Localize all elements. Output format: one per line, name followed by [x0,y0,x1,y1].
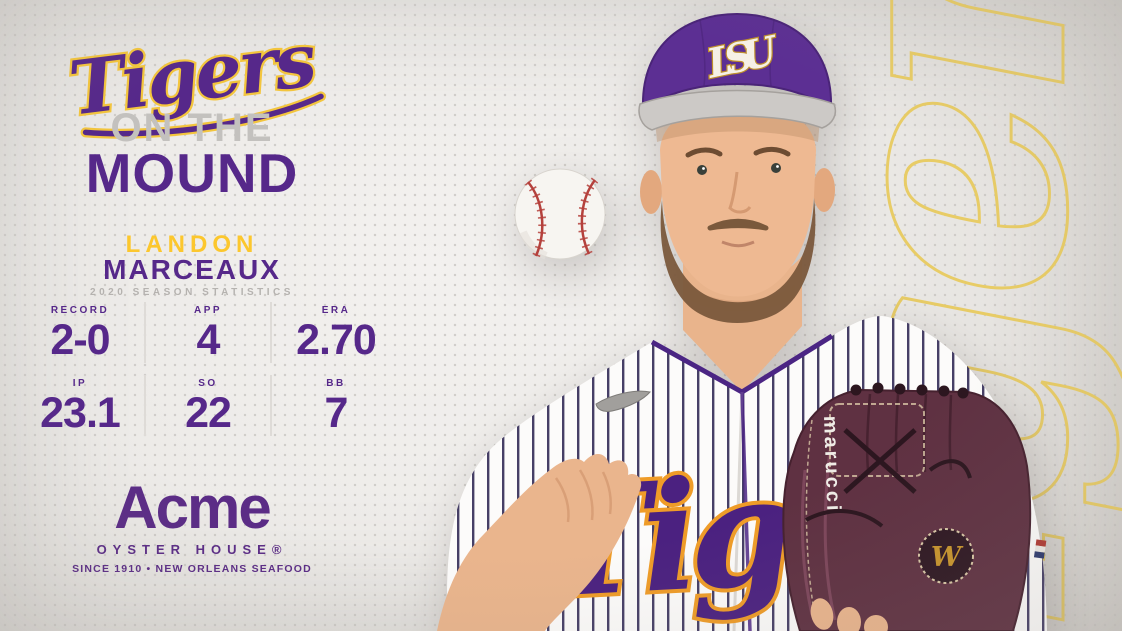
stat-label: BB [326,378,346,389]
sponsor-tagline: SINCE 1910 • NEW ORLEANS SEAFOOD [72,563,312,575]
cap-seams [699,19,775,87]
tigers-script-text: Tigers [65,20,321,133]
stat-record: RECORD 2-0 [16,302,144,363]
eye [771,163,781,173]
mustache [707,218,769,231]
player-last-name: MARCEAUX [103,254,281,285]
stat-bb: BB 7 [272,375,400,436]
player-head: LSU [638,12,837,323]
stat-ip: IP 23.1 [16,375,144,436]
ear [813,168,835,212]
headline-on-the: ON THE [110,106,274,150]
nose [728,171,752,214]
glove-fingertip [837,607,861,631]
beard [660,198,816,323]
flag-patch [1033,539,1047,559]
season-statistics-title: 2020 SEASON STATISTICS [90,287,294,298]
glove-patch [918,528,974,584]
tigers-script-logo: Tigers [62,20,326,139]
stat-so: SO 22 [144,375,272,436]
sponsor-logo: Acme OYSTER HOUSE® SINCE 1910 • NEW ORLE… [0,474,384,576]
glove: marucci W [782,382,1032,631]
glove-patch-mark: W [931,542,964,573]
stat-value: 7 [324,389,349,437]
stat-value: 22 [185,389,232,437]
glove-brand-text: marucci [819,415,844,513]
stat-era: ERA 2.70 [272,302,400,363]
glove-fingertip [810,598,834,630]
ear [640,170,662,214]
stat-value: 23.1 [40,389,121,437]
stat-label: APP [193,305,223,316]
player-first-name: LANDON [125,231,259,258]
placket-piping [740,391,752,631]
eye [697,165,707,175]
sponsor-subtitle: OYSTER HOUSE® [96,542,288,557]
stat-label: ERA [321,305,351,316]
glove-fingertip [864,615,888,631]
player-hand [437,453,642,631]
mouth [721,240,755,248]
baseball [514,168,606,260]
stat-label: RECORD [50,305,110,316]
nike-swoosh-icon [595,390,651,412]
stat-value: 2-0 [50,316,110,364]
sponsor-name: Acme [114,474,271,541]
stat-app: APP 4 [144,302,272,363]
player-figure: Tigers marucci W [437,12,1047,631]
headline-mound: MOUND [85,142,299,204]
eyebrows [685,146,791,158]
stat-label: IP [72,378,88,389]
stat-value: 4 [196,316,221,364]
stats-grid: RECORD 2-0 APP 4 ERA 2.70 IP 23.1 SO 22 … [16,302,400,436]
stat-value: 2.70 [296,316,377,364]
stat-label: SO [198,378,218,389]
info-column: Tigers ON THE MOUND LANDON MARCEAUX 2020… [0,0,384,631]
cap-crown [641,12,833,110]
placket-seam [732,391,744,631]
cap-brim [638,89,837,131]
